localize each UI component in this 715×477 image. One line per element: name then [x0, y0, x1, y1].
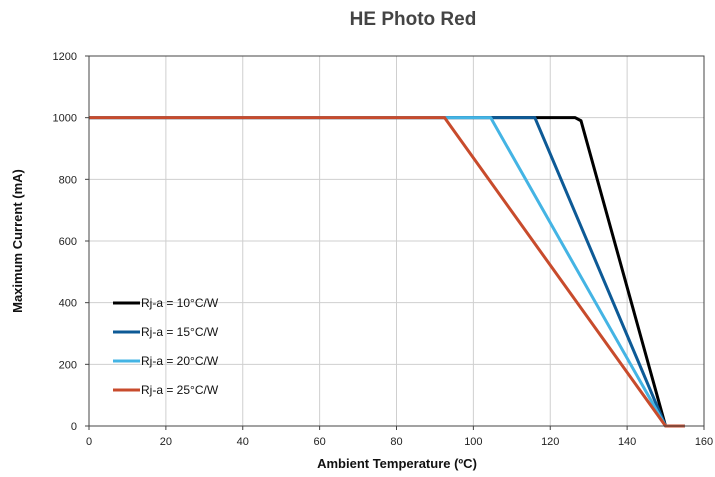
x-tick-label: 140	[618, 436, 636, 448]
series-line-3	[89, 116, 685, 428]
y-axis-title: Maximum Current (mA)	[10, 169, 25, 313]
grid	[89, 55, 705, 426]
x-tick-label: 100	[464, 436, 482, 448]
x-tick-label: 80	[390, 436, 402, 448]
x-tick-label: 40	[237, 436, 249, 448]
x-tick-label: 0	[86, 436, 92, 448]
x-tick-label: 120	[541, 436, 559, 448]
y-tick-label: 400	[59, 298, 77, 310]
y-axis-ticks: 0 200 400 600 800 1000 1200	[53, 51, 89, 433]
y-tick-label: 1200	[53, 51, 77, 63]
x-tick-label: 20	[160, 436, 172, 448]
series-lines	[89, 116, 685, 428]
series-line-2	[89, 116, 685, 428]
y-tick-label: 0	[71, 421, 77, 433]
y-tick-label: 1000	[53, 113, 77, 125]
x-axis-ticks: 0 20 40 60 80 100 120 140 160	[86, 426, 713, 448]
legend: Rj-a = 10°C/W Rj-a = 15°C/W Rj-a = 20°C/W R…	[113, 296, 219, 397]
legend-label-1: Rj-a = 10°C/W	[141, 296, 219, 310]
legend-label-4: Rj-a = 25°C/W	[141, 383, 219, 397]
y-tick-label: 200	[59, 359, 77, 371]
x-tick-label: 60	[314, 436, 326, 448]
y-tick-label: 800	[59, 174, 77, 186]
legend-label-3: Rj-a = 20°C/W	[141, 354, 219, 368]
x-tick-label: 160	[695, 436, 713, 448]
chart-title: HE Photo Red	[350, 9, 477, 30]
x-axis-title: Ambient Temperature (ºC)	[317, 456, 477, 471]
series-line-4	[89, 116, 685, 428]
legend-label-2: Rj-a = 15°C/W	[141, 325, 219, 339]
y-tick-label: 600	[59, 236, 77, 248]
series-line-1	[89, 116, 685, 428]
